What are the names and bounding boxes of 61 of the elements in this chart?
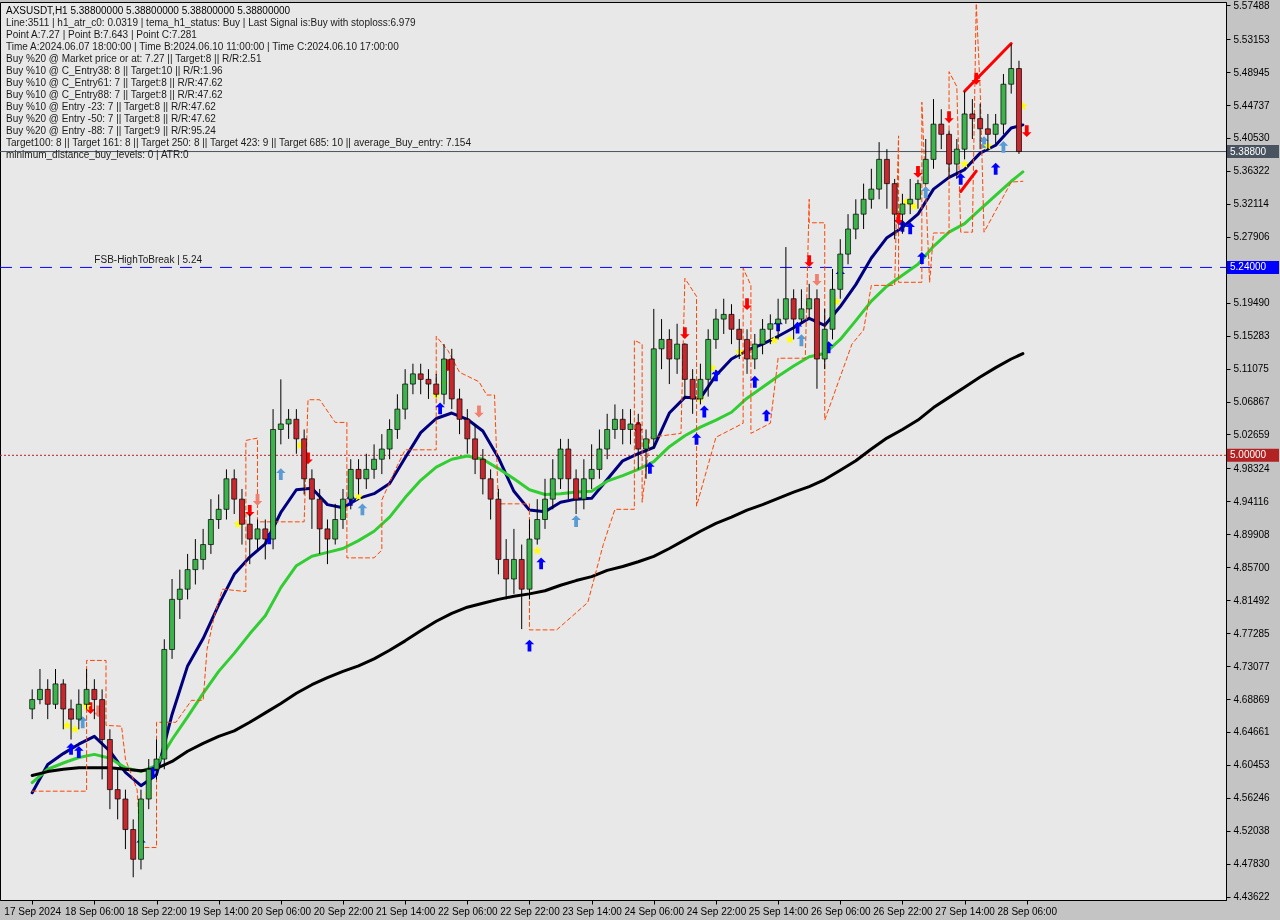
annotation: Buy %10 @ C_Entry88: 7 || Target:8 || R/R:47.62 — [6, 89, 224, 100]
x-tick-label: 25 Sep 14:00 — [748, 905, 809, 917]
y-tick-label: 4.60453 — [1233, 759, 1271, 771]
chart-title: AXSUSDT,H1 5.38800000 5.38800000 5.38800000 5.38800000 — [6, 5, 291, 16]
ref-line-label: 5.00000 — [1230, 449, 1267, 461]
x-tick-label: 22 Sep 22:00 — [500, 905, 561, 917]
y-tick-label: 4.85700 — [1233, 561, 1271, 573]
annotation: Point A:7.27 | Point B:7.643 | Point C:7.281 — [6, 29, 198, 40]
y-tick-label: 4.73077 — [1233, 660, 1271, 672]
y-tick-label: 4.43622 — [1233, 891, 1271, 903]
x-tick-label: 28 Sep 06:00 — [997, 905, 1058, 917]
y-tick-label: 5.48945 — [1233, 66, 1271, 78]
y-tick-label: 4.68869 — [1233, 693, 1271, 705]
y-tick-label: 4.89908 — [1233, 528, 1271, 540]
y-tick-label: 5.06867 — [1233, 396, 1271, 408]
y-tick-label: 4.98324 — [1233, 462, 1271, 474]
y-tick-label: 4.52038 — [1233, 825, 1271, 837]
y-tick-label: 5.53153 — [1233, 33, 1271, 45]
x-tick-label: 22 Sep 06:00 — [438, 905, 498, 917]
x-tick-label: 24 Sep 06:00 — [624, 905, 685, 917]
annotation: Time A:2024.06.07 18:00:00 | Time B:2024.06.10 11:00:00 | Time C:2024.06.10 17:00:00 — [6, 41, 400, 52]
y-tick-label: 5.19490 — [1233, 297, 1271, 309]
annotation: Buy %10 @ C_Entry38: 8 || Target:10 || R/R:1.96 — [6, 65, 224, 76]
y-tick-label: 5.40530 — [1233, 132, 1271, 144]
x-tick-label: 26 Sep 22:00 — [873, 905, 934, 917]
x-tick-label: 18 Sep 06:00 — [65, 905, 126, 917]
y-tick-label: 4.47830 — [1233, 858, 1271, 870]
y-tick-label: 5.11075 — [1233, 363, 1270, 375]
x-tick-label: 19 Sep 14:00 — [189, 905, 250, 917]
x-tick-label: 18 Sep 22:00 — [127, 905, 188, 917]
x-tick-label: 24 Sep 22:00 — [686, 905, 747, 917]
annotation: Target100: 8 || Target 161: 8 || Target 250: 8 || Target 423: 9 || Target 685: 10 || average_Buy_entry: 7.154 — [6, 137, 472, 148]
y-tick-label: 4.94116 — [1233, 495, 1270, 507]
y-tick-label: 5.36322 — [1233, 165, 1271, 177]
annotation: Buy %20 @ Entry -88: 7 || Target:9 || R/R:95.24 — [6, 125, 217, 136]
annotation: Buy %10 @ C_Entry61: 7 || Target:8 || R/R:47.62 — [6, 77, 224, 88]
annotation: Buy %10 @ Entry -23: 7 || Target:8 || R/R:47.62 — [6, 101, 217, 112]
annotation: Buy %20 @ Entry -50: 7 || Target:8 || R/R:47.62 — [6, 113, 217, 124]
x-tick-label: 23 Sep 14:00 — [562, 905, 623, 917]
y-tick-label: 4.64661 — [1233, 726, 1271, 738]
x-tick-label: 20 Sep 06:00 — [251, 905, 312, 917]
annotation: minimum_distance_buy_levels: 0 | ATR:0 — [6, 149, 189, 160]
x-tick-label: 27 Sep 14:00 — [935, 905, 996, 917]
y-tick-label: 5.44737 — [1233, 99, 1271, 111]
ref-line-label: 5.38800 — [1230, 145, 1267, 157]
y-tick-label: 4.56246 — [1233, 792, 1271, 804]
ref-line-label: 5.24000 — [1230, 261, 1267, 273]
annotation: Buy %20 @ Market price or at: 7.27 || Target:8 || R/R:2.51 — [6, 53, 262, 64]
x-tick-label: 21 Sep 14:00 — [375, 905, 436, 917]
y-tick-label: 4.81492 — [1233, 594, 1271, 606]
y-tick-label: 5.15283 — [1233, 330, 1271, 342]
y-tick-label: 5.02659 — [1233, 428, 1271, 440]
y-tick-label: 5.27906 — [1233, 231, 1271, 243]
x-tick-label: 20 Sep 22:00 — [313, 905, 374, 917]
annotation: Line:3511 | h1_atr_c0: 0.0319 | tema_h1_status: Buy | Last Signal is:Buy with stoploss:6.979 — [6, 17, 416, 28]
y-tick-label: 5.32114 — [1233, 198, 1270, 210]
y-tick-label: 4.77285 — [1233, 627, 1271, 639]
x-tick-label: 17 Sep 2024 — [4, 905, 62, 917]
x-tick-label: 26 Sep 06:00 — [811, 905, 871, 917]
y-tick-label: 5.57488 — [1233, 0, 1271, 11]
annotation: FSB-HighToBreak | 5.24 — [94, 254, 203, 266]
